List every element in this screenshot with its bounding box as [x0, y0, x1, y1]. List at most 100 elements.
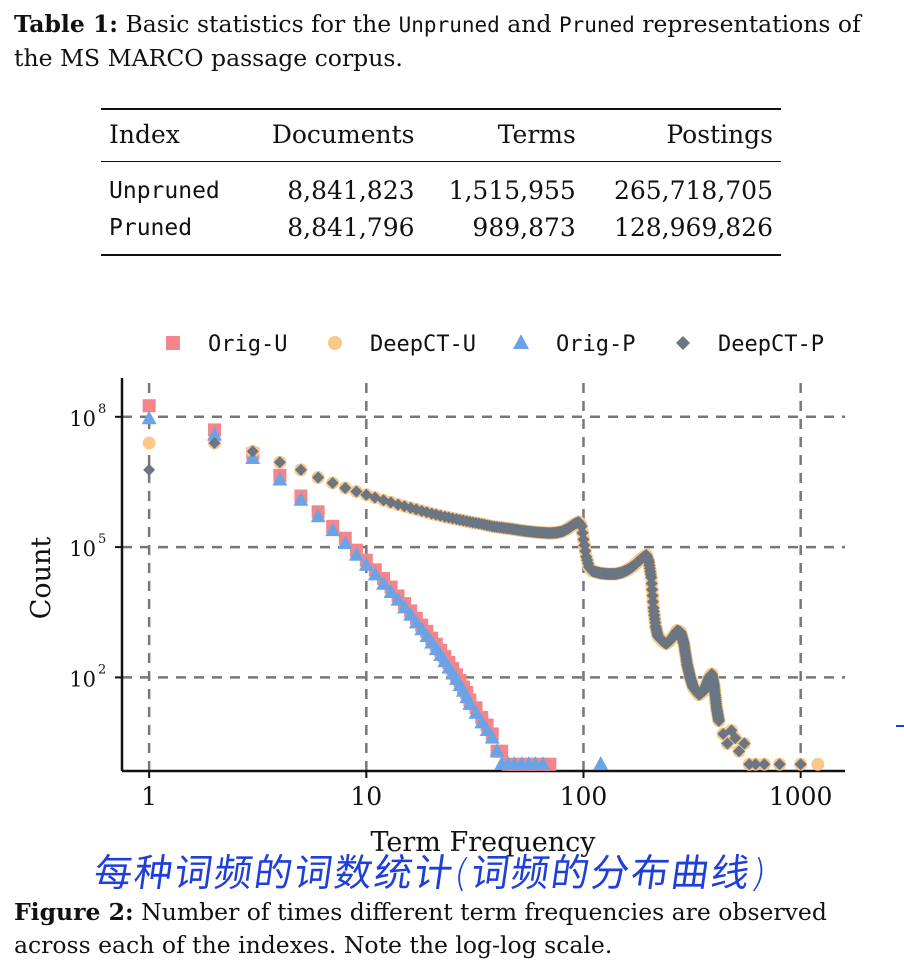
data-point [383, 584, 399, 599]
x-tick-label: 1000 [769, 782, 833, 811]
cell-postings: 128,969,826 [613, 213, 773, 242]
y-tick-exponent: 5 [98, 532, 106, 547]
data-point [208, 436, 221, 449]
legend-marker [676, 336, 690, 350]
data-point [326, 476, 339, 489]
data-point [403, 607, 419, 621]
handwritten-note: 每种词频的词数统计(词频的分布曲线) [91, 851, 772, 895]
cell-index: Pruned [109, 214, 193, 241]
data-point [420, 506, 433, 519]
data-point [474, 714, 490, 729]
data-point [535, 756, 551, 770]
data-point [337, 535, 353, 550]
table-caption-mono2: Pruned [558, 13, 635, 37]
data-point [646, 583, 659, 596]
data-point [390, 592, 406, 606]
data-point [325, 522, 341, 537]
data-point [392, 498, 405, 511]
figure-caption: Figure 2: Number of times different term… [14, 896, 894, 962]
data-point [758, 758, 771, 771]
chart-grid [122, 383, 845, 771]
x-tick-label: 10 [350, 782, 382, 811]
data-point [576, 526, 589, 539]
data-point [294, 463, 307, 476]
legend-label: DeepCT-U [370, 332, 476, 357]
series-orig-u [142, 399, 557, 771]
data-point [738, 737, 751, 750]
pen-mark [896, 725, 904, 727]
data-point [743, 758, 756, 771]
legend-marker [328, 336, 342, 350]
data-point [272, 471, 288, 486]
header-terms: Terms [497, 120, 576, 149]
data-point [729, 732, 742, 745]
legend-item-orig-p: Orig-P [512, 332, 635, 357]
data-point [732, 745, 745, 758]
legend-item-deepct-u: DeepCT-U [328, 332, 476, 357]
data-point [579, 544, 592, 557]
stats-table: Index Documents Terms Postings Unpruned … [101, 108, 781, 256]
header-documents: Documents [271, 120, 415, 149]
data-point [721, 737, 734, 750]
figure-caption-text: Number of times different term frequenci… [14, 898, 827, 959]
data-point [647, 595, 660, 608]
data-point [462, 696, 478, 710]
data-point [142, 436, 156, 450]
header-index: Index [109, 120, 180, 149]
chart-marks [141, 399, 825, 771]
legend-marker [166, 336, 180, 350]
data-point [348, 547, 364, 561]
table-caption-text-before: Basic statistics for the [117, 10, 399, 38]
cell-postings: 265,718,705 [613, 176, 773, 205]
table-row: Pruned 8,841,796 989,873 128,969,826 [101, 209, 781, 255]
cell-index: Unpruned [109, 177, 220, 204]
data-point [367, 566, 383, 581]
data-point [310, 508, 326, 523]
data-point [410, 503, 423, 516]
data-point [141, 410, 157, 425]
data-point [794, 758, 807, 771]
data-point [293, 492, 309, 506]
y-tick-exponent: 8 [98, 402, 106, 417]
legend-item-deepct-p: DeepCT-P [676, 332, 824, 357]
legend-label: Orig-U [208, 332, 287, 357]
x-tick-label: 1 [141, 782, 157, 811]
data-point [358, 557, 374, 571]
table-caption: Table 1: Basic statistics for the Unprun… [14, 8, 894, 75]
x-axis-label: Term Frequency [370, 827, 596, 858]
data-point [143, 463, 156, 476]
data-point [339, 481, 352, 494]
data-point [645, 571, 658, 584]
figure-caption-label: Figure 2: [14, 898, 134, 926]
cell-documents: 8,841,823 [287, 176, 415, 205]
table-header-row: Index Documents Terms Postings [101, 109, 781, 162]
y-tick-label: 10 [69, 407, 96, 431]
chart-legend: Orig-U DeepCT-U Orig-P DeepCT-P [166, 332, 824, 357]
data-point [376, 576, 391, 590]
data-point [773, 758, 786, 771]
data-point [593, 756, 609, 770]
y-tick-exponent: 2 [98, 662, 106, 677]
data-point [397, 599, 413, 614]
data-point [273, 456, 286, 469]
y-axis-label: Count [26, 537, 57, 620]
data-point [712, 714, 725, 727]
table-row: Unpruned 8,841,823 1,515,955 265,718,705 [101, 162, 781, 210]
legend-label: Orig-P [556, 332, 635, 357]
data-point [484, 729, 500, 744]
data-point [717, 727, 730, 740]
table-caption-text-after: representations of the MS MARCO passage … [14, 10, 861, 72]
data-point [350, 485, 363, 498]
legend-item-orig-u: Orig-U [166, 332, 287, 357]
y-tick-label: 10 [69, 667, 96, 691]
cell-documents: 8,841,796 [287, 213, 415, 242]
cell-terms: 1,515,955 [448, 176, 576, 205]
data-point [489, 743, 505, 757]
data-point [246, 445, 259, 458]
data-point [749, 758, 762, 771]
data-point [468, 705, 484, 719]
series-deepct-p [143, 436, 807, 771]
table-caption-mono1: Unpruned [398, 13, 500, 37]
header-postings: Postings [666, 120, 773, 149]
